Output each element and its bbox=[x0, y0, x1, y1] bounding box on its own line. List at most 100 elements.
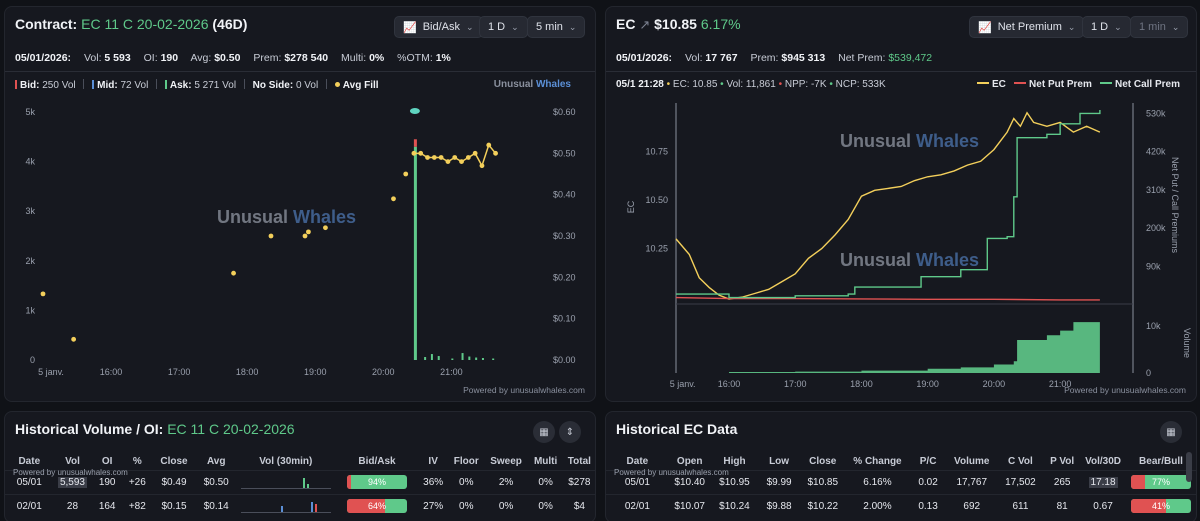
col-bidask[interactable]: Bid/Ask bbox=[358, 456, 396, 468]
volume-bar bbox=[430, 354, 433, 360]
contract-title: Contract: EC 11 C 20-02-2026 (46D) bbox=[15, 16, 248, 32]
contract-panel: Contract: EC 11 C 20-02-2026 (46D) 📈 Bid… bbox=[4, 6, 596, 402]
chevron-down-icon: ⌄ bbox=[568, 21, 577, 32]
days-to-expiry: (46D) bbox=[212, 16, 248, 32]
volume-bar bbox=[413, 146, 417, 360]
interval-select[interactable]: 1 min ⌄ bbox=[1130, 16, 1189, 38]
col-volume[interactable]: Volume bbox=[954, 456, 990, 468]
ask-swatch bbox=[164, 80, 167, 89]
col-pvol[interactable]: P Vol bbox=[1050, 456, 1075, 468]
ticker-panel: EC ↗ $10.85 6.17% 📈 Net Premium ⌄ 1 D ⌄ … bbox=[605, 6, 1197, 402]
chart-icon: 📈 bbox=[978, 21, 992, 34]
bid-bar bbox=[413, 139, 417, 147]
spike-marker bbox=[409, 108, 420, 114]
col-floor[interactable]: Floor bbox=[453, 456, 479, 468]
col-high[interactable]: High bbox=[723, 456, 746, 468]
y-tick-label: 0 bbox=[30, 355, 35, 365]
col-vol[interactable]: Vol bbox=[65, 456, 80, 468]
col-oi[interactable]: OI bbox=[101, 456, 113, 468]
y2-tick-label: 200k bbox=[1146, 223, 1166, 233]
range-select[interactable]: 1 D ⌄ bbox=[1082, 16, 1131, 38]
col-total[interactable]: Total bbox=[567, 456, 591, 468]
col-multi[interactable]: Multi bbox=[533, 456, 558, 468]
col-avg[interactable]: Avg bbox=[206, 456, 226, 468]
interval-select[interactable]: 5 min ⌄ bbox=[527, 16, 586, 38]
y2-tick-label: $0.10 bbox=[553, 314, 576, 324]
x-tick-label: 19:00 bbox=[916, 379, 939, 389]
col-close[interactable]: Close bbox=[160, 456, 188, 468]
powered-by[interactable]: Powered by unusualwhales.com bbox=[1064, 385, 1186, 395]
col-bearbull[interactable]: Bear/Bull bbox=[1139, 456, 1183, 468]
col-open[interactable]: Open bbox=[676, 456, 703, 468]
col-pct[interactable]: % bbox=[132, 456, 142, 468]
y2-tick-label: $0.60 bbox=[553, 107, 576, 117]
col-iv[interactable]: IV bbox=[428, 456, 438, 468]
avg-fill-point bbox=[403, 171, 409, 177]
table-row[interactable]: 05/01 5,593 190 +26 $0.49 $0.50 94% 36% … bbox=[5, 469, 595, 494]
y-tick-label: 1k bbox=[25, 305, 35, 315]
bear-bull-bar: 41% bbox=[1130, 499, 1191, 514]
watermark: Unusual Whales bbox=[840, 250, 980, 270]
col-close[interactable]: Close bbox=[809, 456, 837, 468]
call-swatch bbox=[1100, 82, 1113, 84]
y-tick-label: 4k bbox=[25, 157, 35, 167]
chart-type-select[interactable]: 📈 Net Premium ⌄ bbox=[969, 16, 1085, 38]
watermark: Unusual Whales bbox=[217, 207, 357, 227]
ticker-symbol[interactable]: EC bbox=[616, 16, 636, 32]
ec-swatch bbox=[977, 82, 990, 84]
ticker-stats: 05/01/2026: Vol: 17 767 Prem: $945 313 N… bbox=[616, 52, 933, 64]
avg-fill-point bbox=[71, 336, 77, 342]
historical-ec-panel: Historical EC Data ▦ Date Open High Low … bbox=[605, 411, 1197, 521]
watermark: Unusual Whales bbox=[840, 131, 980, 151]
powered-by[interactable]: Powered by unusualwhales.com bbox=[13, 468, 128, 477]
table-row[interactable]: 02/01 28 164 +82 $0.15 $0.14 64% 27% 0% … bbox=[5, 493, 595, 518]
net-call-prem-line bbox=[676, 109, 1101, 299]
col-date[interactable]: Date bbox=[18, 456, 41, 468]
contract-name[interactable]: EC 11 C 20-02-2026 bbox=[81, 16, 209, 32]
col-change[interactable]: % Change bbox=[853, 456, 902, 468]
y-tick-label: 10.50 bbox=[645, 195, 668, 205]
y2-tick-label: $0.00 bbox=[553, 355, 576, 365]
expand-icon[interactable]: ⇕ bbox=[559, 421, 581, 443]
premium-chart[interactable]: 10.25 10.50 10.75 90k 200k 310k 420k 530k 0 10k 5 … bbox=[606, 95, 1197, 395]
col-sweep[interactable]: Sweep bbox=[490, 456, 522, 468]
volume-sparkline bbox=[240, 475, 331, 489]
powered-by[interactable]: Powered by unusualwhales.com bbox=[614, 468, 729, 477]
historical-volume-table: Date Vol OI % Close Avg Vol (30min) Bid/… bbox=[5, 454, 595, 518]
volume-bar bbox=[437, 356, 440, 360]
chart-type-select[interactable]: 📈 Bid/Ask ⌄ bbox=[394, 16, 483, 38]
volume-sparkline bbox=[240, 499, 331, 514]
chevron-down-icon: ⌄ bbox=[1067, 21, 1076, 32]
col-date[interactable]: Date bbox=[626, 456, 649, 468]
y2-tick-label: 530k bbox=[1146, 108, 1166, 118]
table-view-icon[interactable]: ▦ bbox=[533, 421, 555, 443]
x-tick-label: 21:00 bbox=[440, 367, 463, 377]
scrollbar[interactable] bbox=[1186, 452, 1192, 482]
table-row[interactable]: 05/01 $10.40 $10.95 $9.99 $10.85 6.16% 0… bbox=[606, 469, 1196, 494]
avg-fill-swatch bbox=[334, 82, 340, 87]
col-pc[interactable]: P/C bbox=[919, 456, 937, 468]
chart-icon: 📈 bbox=[403, 21, 417, 34]
volume-bar bbox=[481, 358, 484, 360]
y2-tick-label: 420k bbox=[1146, 147, 1166, 157]
table-view-icon[interactable]: ▦ bbox=[1160, 421, 1182, 443]
ticker-change: 6.17% bbox=[700, 16, 741, 32]
col-vol30[interactable]: Vol/30D bbox=[1085, 456, 1121, 468]
chevron-down-icon: ⌄ bbox=[1171, 21, 1180, 32]
range-select[interactable]: 1 D ⌄ bbox=[479, 16, 528, 38]
contract-chart[interactable]: 0 1k 2k 3k 4k 5k $0.00 $0.10 $0.20 $0.30 $0.40 $0.5… bbox=[5, 95, 596, 395]
table-row[interactable]: 02/01 $10.07 $10.24 $9.88 $10.22 2.00% 0… bbox=[606, 493, 1196, 518]
avg-fill-point bbox=[302, 233, 308, 239]
mid-swatch bbox=[92, 80, 95, 89]
avg-fill-point bbox=[306, 229, 311, 235]
col-cvol[interactable]: C Vol bbox=[1008, 456, 1033, 468]
y2-tick-label: $0.20 bbox=[553, 272, 576, 282]
chevron-down-icon: ⌄ bbox=[466, 21, 474, 32]
volume-bar bbox=[451, 358, 454, 360]
y2-tick-label: $0.30 bbox=[553, 231, 576, 241]
powered-by[interactable]: Powered by unusualwhales.com bbox=[463, 385, 585, 395]
col-low[interactable]: Low bbox=[769, 456, 790, 468]
col-vol30[interactable]: Vol (30min) bbox=[259, 456, 313, 468]
x-tick-label: 18:00 bbox=[850, 379, 873, 389]
y2-tick-label: 310k bbox=[1146, 185, 1166, 195]
